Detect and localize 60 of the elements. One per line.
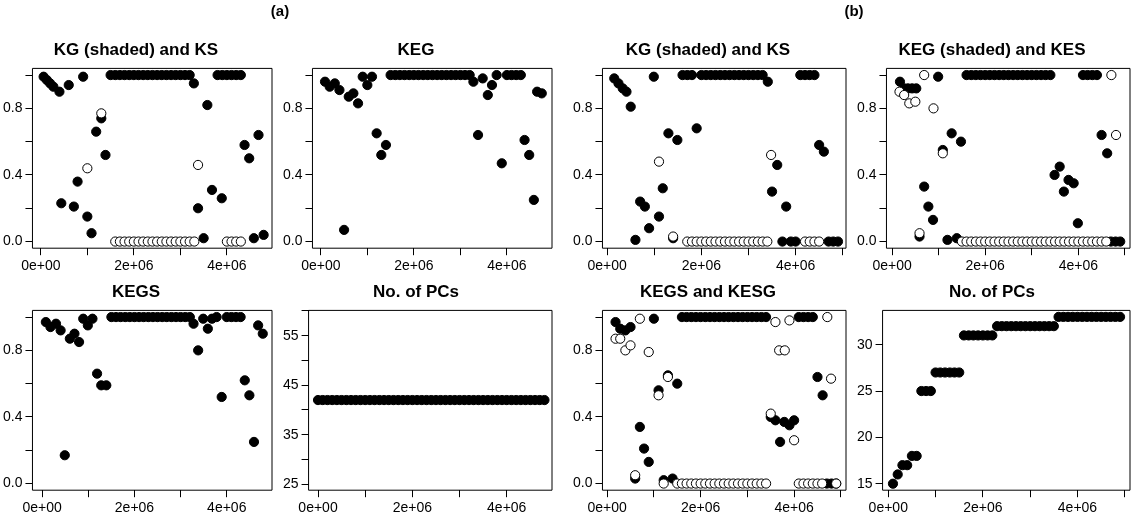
- y-tick-label: 0.4: [282, 165, 303, 182]
- x-tick-label: 2e+06: [394, 257, 434, 274]
- y-tick-label: 0.4: [572, 165, 593, 182]
- x-tick-label: 4e+06: [1057, 499, 1098, 516]
- x-tick-label: 2e+06: [965, 257, 1006, 274]
- x-tick-label: 2e+06: [114, 499, 155, 516]
- y-tick-label: 0.8: [856, 99, 877, 116]
- y-tick-label: 35: [282, 425, 299, 442]
- y-tick-label: 0.4: [2, 165, 23, 182]
- y-tick-label: 30: [856, 335, 873, 352]
- y-tick-label: 0.8: [2, 341, 23, 358]
- x-tick-label: 2e+06: [680, 499, 721, 516]
- y-tick-label: 0.8: [572, 99, 593, 116]
- y-tick-label: 0.4: [2, 407, 23, 424]
- x-tick-label: 2e+06: [114, 257, 154, 274]
- x-tick-label: 0e+00: [587, 499, 628, 516]
- y-tick-label: 0.0: [856, 232, 877, 249]
- y-tick-label: 0.8: [2, 99, 23, 116]
- chart-title: KEGS and KESG: [639, 281, 777, 301]
- x-tick-label: 2e+06: [963, 499, 1003, 516]
- y-tick-label: 15: [856, 474, 873, 491]
- x-tick-label: 4e+06: [207, 499, 247, 516]
- y-tick-label: 0.8: [572, 341, 593, 358]
- x-tick-label: 0e+00: [587, 257, 628, 274]
- y-tick-label: 0.0: [2, 474, 23, 491]
- x-tick-label: 0e+00: [21, 257, 61, 274]
- y-tick-label: 25: [856, 381, 873, 398]
- y-tick-label: 0.4: [856, 165, 877, 182]
- chart-title: No. of PCs: [373, 281, 459, 301]
- x-tick-label: 4e+06: [1058, 257, 1099, 274]
- y-tick-label: 45: [282, 376, 299, 393]
- chart-title: KEG (shaded) and KES: [898, 39, 1086, 59]
- x-tick-label: 4e+06: [487, 257, 527, 274]
- y-tick-label: 0.0: [572, 474, 593, 491]
- x-tick-label: 4e+06: [774, 499, 814, 516]
- y-tick-label: 0.0: [2, 232, 23, 249]
- text: (a): [270, 2, 290, 19]
- x-tick-label: 0e+00: [872, 257, 912, 274]
- x-tick-label: 0e+00: [22, 499, 63, 516]
- y-tick-label: 0.0: [282, 232, 303, 249]
- x-tick-label: 0e+00: [298, 499, 338, 516]
- chart-title: KEGS: [111, 281, 161, 301]
- chart-title: No. of PCs: [949, 281, 1035, 301]
- chart-title: KG (shaded) and KS: [625, 39, 791, 59]
- x-tick-label: 4e+06: [207, 257, 247, 274]
- x-tick-label: 0e+00: [301, 257, 341, 274]
- chart-title: KEG: [397, 39, 435, 59]
- y-tick-label: 0.0: [572, 232, 593, 249]
- x-tick-label: 2e+06: [392, 499, 433, 516]
- y-tick-label: 25: [282, 475, 299, 492]
- y-tick-label: 55: [282, 326, 299, 343]
- x-tick-label: 0e+00: [868, 499, 909, 516]
- y-tick-label: 0.4: [572, 407, 593, 424]
- y-tick-label: 20: [856, 428, 873, 445]
- y-tick-label: 0.8: [282, 99, 303, 116]
- text: (b): [844, 2, 864, 19]
- chart-title: KG (shaded) and KS: [53, 39, 219, 59]
- x-tick-label: 4e+06: [487, 499, 527, 516]
- x-tick-label: 2e+06: [681, 257, 722, 274]
- x-tick-label: 4e+06: [775, 257, 816, 274]
